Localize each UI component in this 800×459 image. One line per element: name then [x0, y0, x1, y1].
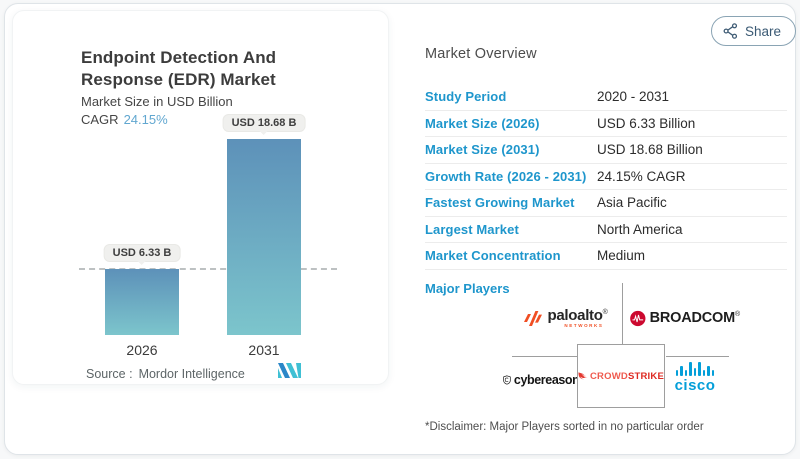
- cisco-bars-icon: [675, 361, 715, 376]
- row-label: Growth Rate (2026 - 2031): [425, 168, 587, 184]
- mordor-intelligence-logo-icon: [278, 363, 301, 378]
- paloalto-reg-mark: ®: [602, 308, 608, 316]
- row-value: 2020 - 2031: [597, 89, 670, 105]
- source-name: Mordor Intelligence: [138, 367, 245, 381]
- broadcom-name: BROADCOM: [649, 310, 736, 326]
- table-row: Fastest Growing Market Asia Pacific: [425, 190, 787, 217]
- logo-grid-vertical-divider: [622, 283, 623, 344]
- table-row: Market Size (2026) USD 6.33 Billion: [425, 111, 787, 137]
- bar-2031-value-label: USD 18.68 B: [222, 114, 306, 132]
- paloalto-icon: [523, 310, 542, 326]
- disclaimer-text: *Disclaimer: Major Players sorted in no …: [425, 421, 704, 433]
- row-label: Market Concentration: [425, 248, 561, 264]
- crowdstrike-logo: CROWDSTRIKE: [577, 344, 665, 408]
- chart-title: Endpoint Detection And Response (EDR) Ma…: [81, 48, 277, 90]
- share-button[interactable]: Share: [711, 16, 797, 46]
- cagr-label: CAGR: [81, 112, 119, 127]
- table-row: Market Concentration Medium: [425, 243, 787, 270]
- row-label: Largest Market: [425, 221, 519, 237]
- market-overview-table: Study Period 2020 - 2031 Market Size (20…: [425, 84, 787, 270]
- cisco-name: cisco: [674, 376, 716, 394]
- row-value: North America: [597, 221, 683, 237]
- row-label: Market Size (2026): [425, 115, 540, 131]
- broadcom-logo: BROADCOM®: [630, 301, 740, 335]
- crowdstrike-falcon-icon: [578, 372, 588, 380]
- broadcom-icon: [630, 310, 646, 326]
- major-players-label: Major Players: [425, 281, 510, 296]
- paloalto-logo: paloalto® NETWORKS: [514, 301, 616, 335]
- x-axis-label-2026: 2026: [126, 342, 158, 358]
- chart-card: Endpoint Detection And Response (EDR) Ma…: [12, 10, 389, 385]
- source-row: Source : Mordor Intelligence: [86, 367, 245, 381]
- broadcom-reg-mark: ®: [735, 311, 740, 319]
- row-value: USD 18.68 Billion: [597, 142, 703, 158]
- cybereason-name: cybereason: [513, 373, 580, 387]
- cybereason-logo: cybereason™: [503, 362, 585, 398]
- table-row: Study Period 2020 - 2031: [425, 84, 787, 111]
- reference-dashed-line: [79, 268, 337, 270]
- cagr-value: 24.15%: [123, 112, 168, 127]
- row-value: Asia Pacific: [597, 195, 667, 211]
- table-row: Largest Market North America: [425, 217, 787, 243]
- share-icon: [723, 23, 738, 39]
- cisco-logo: cisco: [666, 357, 724, 397]
- logo-grid-horizontal-divider-right: [666, 356, 729, 357]
- logo-grid-horizontal-divider-left: [512, 356, 577, 357]
- paloalto-name: paloalto: [547, 306, 603, 324]
- row-value: 24.15% CAGR: [597, 168, 686, 184]
- row-label: Study Period: [425, 89, 507, 105]
- table-row: Market Size (2031) USD 18.68 Billion: [425, 137, 787, 164]
- cybereason-shield-icon: [503, 375, 511, 385]
- bar-2026-value-label: USD 6.33 B: [103, 244, 181, 262]
- paloalto-networks-subtext: NETWORKS: [564, 323, 604, 328]
- x-axis-label-2031: 2031: [248, 342, 280, 358]
- row-label: Fastest Growing Market: [425, 195, 575, 211]
- market-overview-heading: Market Overview: [425, 46, 537, 62]
- crowdstrike-name-part2: STRIKE: [627, 370, 664, 382]
- table-row: Growth Rate (2026 - 2031) 24.15% CAGR: [425, 164, 787, 190]
- cagr-line: CAGR 24.15%: [81, 112, 168, 127]
- share-label: Share: [745, 23, 782, 39]
- row-label: Market Size (2031): [425, 142, 540, 158]
- bar-2031-rect: [227, 139, 301, 335]
- bar-2026-rect: [105, 269, 179, 335]
- source-label: Source :: [86, 367, 133, 381]
- chart-subtitle: Market Size in USD Billion: [81, 94, 233, 109]
- row-value: Medium: [597, 248, 646, 264]
- crowdstrike-name-part1: CROWD: [590, 370, 628, 382]
- row-value: USD 6.33 Billion: [597, 115, 696, 131]
